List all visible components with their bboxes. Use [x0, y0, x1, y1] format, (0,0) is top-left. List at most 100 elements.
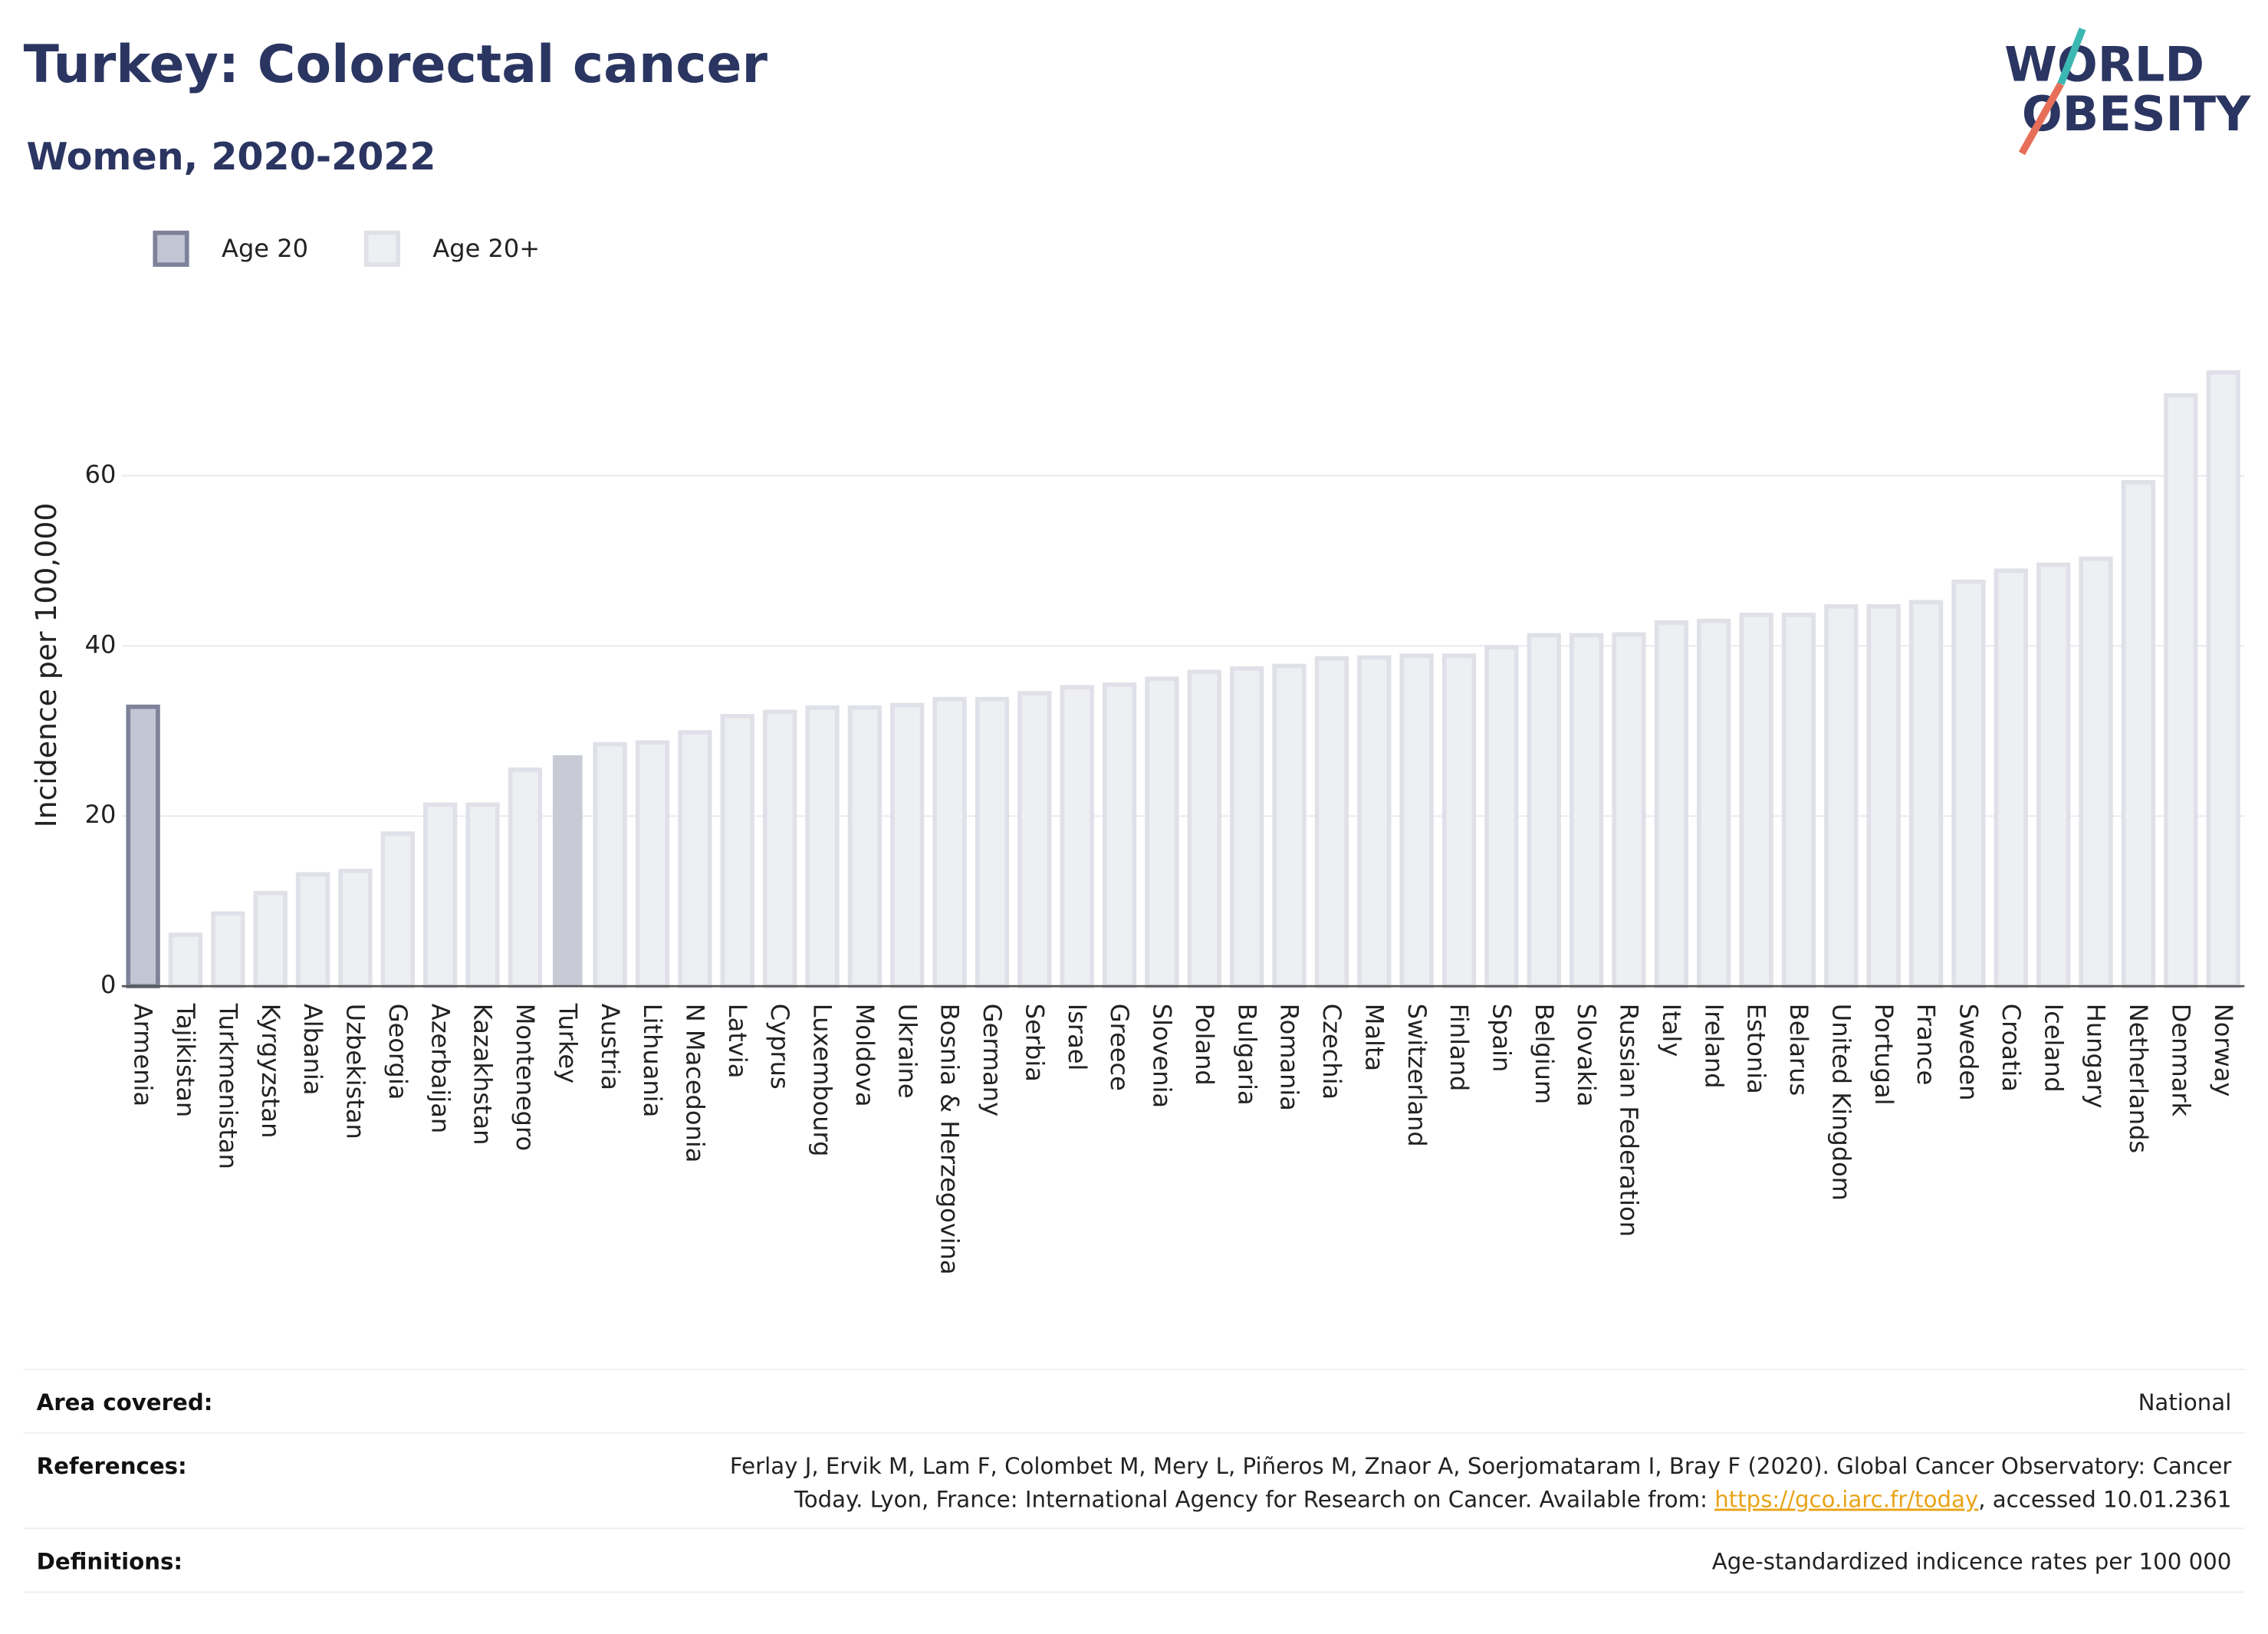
- bar: [1781, 613, 1816, 988]
- x-tick-label: Kazakhstan: [468, 1004, 498, 1146]
- footer-text: Today. Lyon, France: International Agenc…: [794, 1487, 1714, 1513]
- x-tick-label: Czechia: [1317, 1004, 1346, 1100]
- legend-label: Age 20+: [432, 234, 540, 263]
- bar: [1569, 633, 1604, 988]
- x-tick-label: Germany: [978, 1004, 1007, 1116]
- bar: [295, 872, 330, 988]
- x-tick-label: Azerbaijan: [426, 1004, 455, 1133]
- bar: [932, 696, 967, 988]
- footer-value: Age-standardized indicence rates per 100…: [1712, 1549, 2232, 1575]
- bar: [1357, 655, 1392, 988]
- bar: [847, 705, 883, 988]
- x-tick-label: Ukraine: [892, 1004, 922, 1099]
- bar: [720, 714, 754, 988]
- x-tick-label: Greece: [1105, 1004, 1134, 1091]
- y-tick-label: 20: [85, 800, 117, 829]
- chart-subtitle: Women, 2020-2022: [26, 134, 436, 179]
- bar: [890, 702, 925, 988]
- x-tick-label: Luxembourg: [808, 1004, 837, 1157]
- x-tick-label: Uzbekistan: [341, 1004, 370, 1139]
- footer-text: , accessed 10.01.2361: [1978, 1487, 2231, 1513]
- bar: [762, 709, 797, 988]
- bar: [338, 869, 373, 988]
- x-tick-label: Kyrgyzstan: [256, 1004, 285, 1139]
- bar: [1994, 568, 2028, 988]
- x-tick-label: Sweden: [1954, 1004, 1984, 1101]
- x-tick-label: Norway: [2209, 1004, 2238, 1097]
- x-tick-label: Austria: [596, 1004, 625, 1090]
- x-tick-label: Bosnia & Herzegovina: [935, 1004, 965, 1275]
- x-tick-label: Hungary: [2082, 1004, 2111, 1109]
- y-tick-label: 0: [100, 970, 116, 999]
- bar: [1739, 613, 1773, 988]
- x-tick-label: Iceland: [2039, 1004, 2068, 1093]
- x-tick-label: Turkmenistan: [213, 1003, 242, 1169]
- y-tick-label: 40: [85, 630, 117, 659]
- x-tick-label: Georgia: [383, 1004, 413, 1100]
- x-tick-label: United Kingdom: [1826, 1004, 1855, 1201]
- bar: [1612, 632, 1646, 988]
- x-tick-label: Lithuania: [638, 1004, 667, 1117]
- legend-swatch: [363, 230, 400, 267]
- logo-stroke: [2018, 82, 2064, 156]
- legend-label: Age 20: [222, 234, 308, 263]
- x-tick-label: Israel: [1063, 1004, 1092, 1071]
- footer-label: Definitions:: [37, 1549, 182, 1575]
- x-tick-label: Serbia: [1020, 1004, 1049, 1082]
- bar: [423, 802, 458, 988]
- x-tick-label: Switzerland: [1402, 1004, 1431, 1147]
- footer-value: Ferlay J, Ervik M, Lam F, Colombet M, Me…: [730, 1453, 2232, 1479]
- x-tick-label: Russian Federation: [1615, 1004, 1644, 1237]
- legend-swatch: [153, 230, 189, 267]
- x-tick-label: Tajikistan: [171, 1003, 200, 1117]
- x-tick-label: France: [1911, 1004, 1941, 1086]
- x-tick-label: Netherlands: [2124, 1004, 2153, 1153]
- logo-stroke: [2057, 27, 2086, 86]
- bar: [593, 741, 627, 988]
- bar: [552, 755, 583, 987]
- footer: Area covered: National References: Ferla…: [23, 1368, 2245, 1593]
- bar: [508, 768, 543, 988]
- footer-label: Area covered:: [37, 1389, 213, 1415]
- bar: [2079, 556, 2113, 988]
- x-tick-label: Romania: [1275, 1004, 1304, 1111]
- bar: [678, 730, 712, 988]
- bar: [1399, 653, 1434, 988]
- bar: [2164, 393, 2198, 988]
- x-tick-label: Latvia: [723, 1004, 752, 1079]
- x-tick-label: Belarus: [1784, 1004, 1813, 1096]
- bar: [1527, 633, 1561, 988]
- bar: [1145, 676, 1179, 988]
- chart-title: Turkey: Colorectal cancer: [24, 35, 768, 95]
- reference-link[interactable]: https://gco.iarc.fr/today: [1714, 1487, 1978, 1513]
- x-tick-label: Slovenia: [1148, 1004, 1177, 1108]
- y-tick-label: 60: [85, 459, 117, 488]
- x-tick-label: Moldova: [850, 1004, 879, 1107]
- bar: [1866, 604, 1901, 988]
- bar: [1951, 579, 1986, 988]
- bar: [2206, 370, 2240, 988]
- bar: [380, 831, 415, 988]
- bar: [2036, 562, 2071, 988]
- x-tick-label: Montenegro: [511, 1004, 540, 1151]
- y-axis-label: Incidence per 100,000: [29, 503, 63, 828]
- bar: [211, 911, 245, 988]
- bar: [1654, 620, 1689, 988]
- x-tick-label: Malta: [1359, 1004, 1389, 1071]
- logo-text: OBESITY: [2022, 86, 2251, 142]
- footer-value: National: [2138, 1389, 2232, 1415]
- x-tick-label: Finland: [1445, 1004, 1474, 1092]
- x-tick-label: N Macedonia: [680, 1004, 709, 1163]
- bar: [253, 890, 288, 988]
- x-tick-label: Armenia: [129, 1004, 158, 1106]
- x-tick-label: Spain: [1487, 1004, 1516, 1073]
- bar: [1060, 685, 1094, 988]
- x-tick-label: Albania: [298, 1004, 327, 1096]
- x-tick-label: Cyprus: [765, 1004, 794, 1090]
- x-tick-label: Slovakia: [1572, 1004, 1601, 1107]
- x-tick-label: Belgium: [1530, 1004, 1559, 1104]
- x-tick-label: Portugal: [1869, 1004, 1898, 1106]
- footer-label: References:: [37, 1453, 187, 1479]
